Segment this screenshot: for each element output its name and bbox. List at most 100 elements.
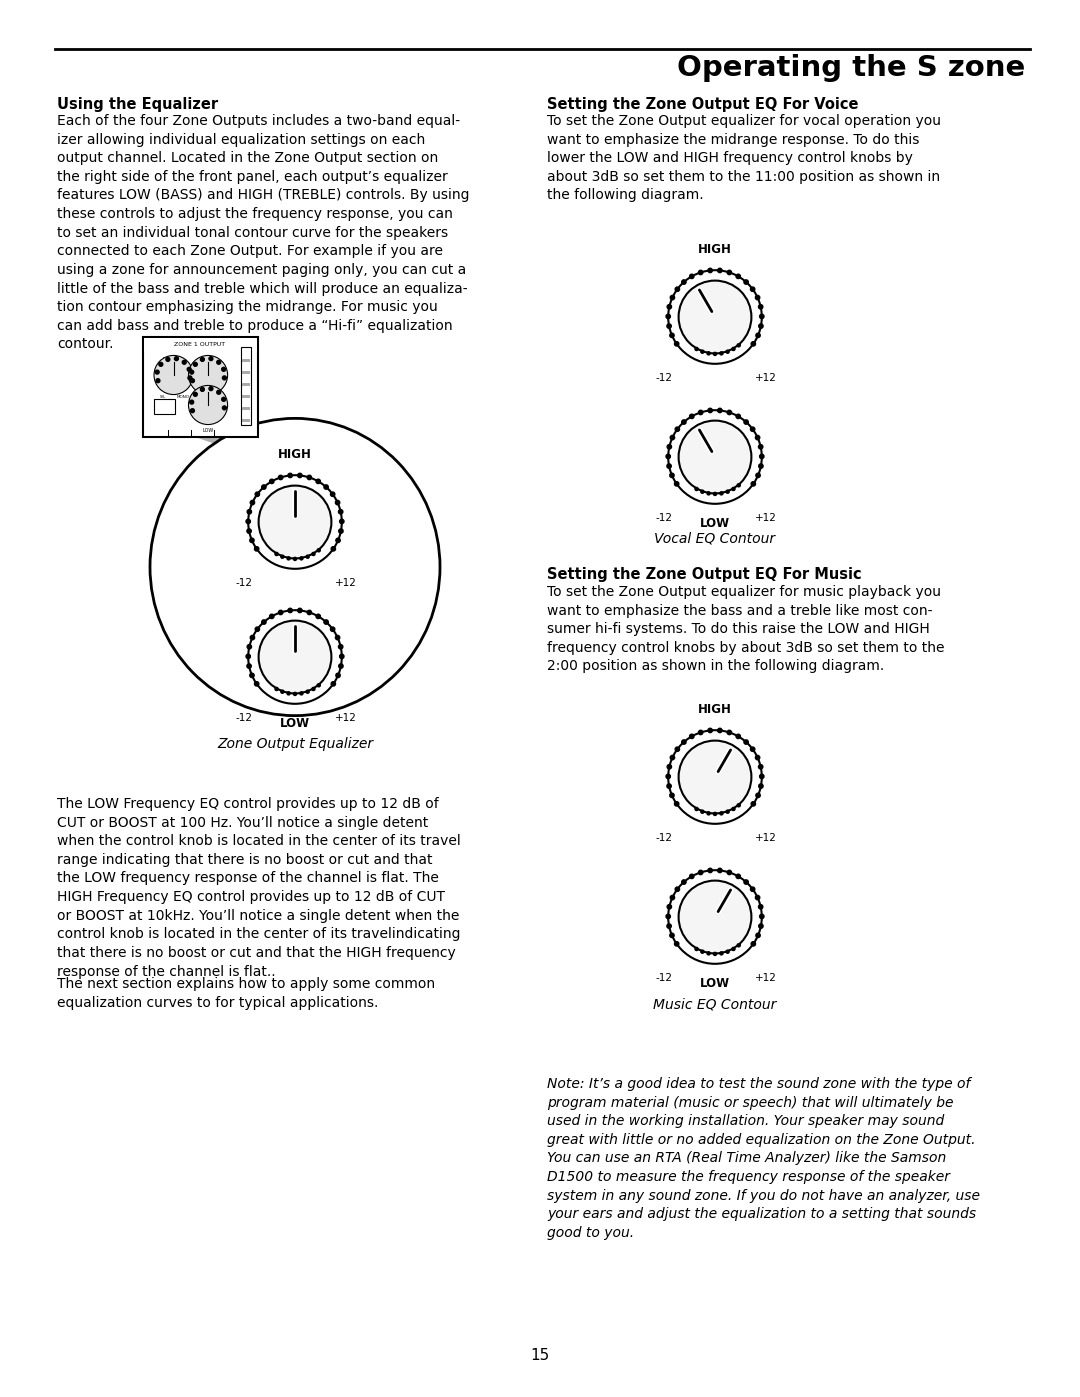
Circle shape (307, 610, 311, 615)
Circle shape (726, 490, 729, 493)
Circle shape (738, 803, 740, 807)
Circle shape (699, 731, 703, 735)
Circle shape (666, 914, 671, 919)
Circle shape (667, 444, 672, 448)
Circle shape (732, 807, 735, 810)
Circle shape (298, 474, 302, 478)
Circle shape (222, 407, 227, 409)
Circle shape (316, 479, 321, 483)
Circle shape (751, 887, 755, 891)
Circle shape (175, 356, 178, 360)
Circle shape (681, 279, 686, 284)
Circle shape (249, 673, 254, 678)
Circle shape (718, 268, 723, 272)
Circle shape (752, 482, 756, 486)
Circle shape (744, 880, 748, 884)
Circle shape (670, 474, 674, 478)
Circle shape (690, 735, 694, 739)
Bar (144, 338, 257, 351)
Circle shape (666, 454, 671, 458)
Ellipse shape (150, 418, 440, 715)
Circle shape (755, 756, 759, 760)
Circle shape (336, 636, 340, 640)
Text: VOLUME: VOLUME (163, 358, 184, 362)
Circle shape (247, 529, 252, 534)
Circle shape (671, 895, 675, 900)
Circle shape (671, 436, 675, 440)
Circle shape (701, 810, 704, 813)
Text: +12: +12 (335, 712, 356, 724)
Circle shape (708, 408, 713, 412)
Circle shape (678, 740, 752, 813)
Text: -12: -12 (656, 513, 673, 522)
Circle shape (758, 905, 762, 909)
Circle shape (258, 620, 332, 693)
Text: Using the Equalizer: Using the Equalizer (57, 96, 218, 112)
Circle shape (678, 420, 752, 493)
Circle shape (338, 644, 342, 650)
Circle shape (261, 620, 266, 624)
Circle shape (727, 270, 731, 275)
Circle shape (714, 352, 716, 355)
Circle shape (667, 324, 672, 328)
Circle shape (727, 411, 731, 415)
Circle shape (675, 942, 679, 946)
Circle shape (312, 552, 315, 556)
Text: -12: -12 (656, 373, 673, 383)
Circle shape (744, 740, 748, 745)
Circle shape (755, 895, 759, 900)
Circle shape (720, 492, 723, 495)
Circle shape (707, 492, 711, 495)
Circle shape (670, 332, 674, 338)
Circle shape (247, 510, 252, 514)
Text: HIGH: HIGH (698, 243, 732, 256)
Circle shape (189, 386, 228, 425)
Circle shape (338, 510, 342, 514)
Text: HIGH: HIGH (202, 358, 215, 362)
Bar (242, 395, 249, 398)
Circle shape (288, 474, 293, 478)
Circle shape (247, 664, 252, 668)
Circle shape (690, 414, 694, 419)
Circle shape (708, 869, 713, 873)
Circle shape (752, 942, 756, 946)
Circle shape (707, 812, 711, 814)
Circle shape (708, 728, 713, 732)
Circle shape (183, 360, 186, 365)
Text: -12: -12 (656, 974, 673, 983)
Circle shape (671, 295, 675, 300)
Circle shape (699, 270, 703, 275)
Circle shape (188, 376, 192, 380)
Text: Zone Output Equalizer: Zone Output Equalizer (217, 738, 373, 752)
Circle shape (696, 807, 698, 810)
Circle shape (336, 673, 340, 678)
Circle shape (159, 362, 163, 366)
Circle shape (300, 557, 303, 560)
Circle shape (201, 387, 204, 391)
Circle shape (696, 488, 698, 490)
Circle shape (294, 557, 297, 560)
Circle shape (671, 756, 675, 760)
Circle shape (759, 454, 764, 458)
Circle shape (667, 923, 672, 928)
Circle shape (681, 420, 686, 425)
Circle shape (707, 951, 711, 956)
Circle shape (737, 875, 741, 879)
Circle shape (744, 420, 748, 425)
Circle shape (312, 687, 315, 690)
Circle shape (752, 802, 756, 806)
Text: -12: -12 (235, 578, 253, 588)
Circle shape (201, 358, 204, 362)
Text: HIGH: HIGH (698, 703, 732, 715)
Circle shape (294, 693, 297, 696)
Text: -12: -12 (656, 833, 673, 844)
Bar (242, 383, 249, 386)
Bar (242, 359, 249, 362)
Text: The next section explains how to apply some common
equalization curves to for ty: The next section explains how to apply s… (57, 977, 435, 1010)
Circle shape (737, 735, 741, 739)
Circle shape (755, 295, 759, 300)
Circle shape (339, 664, 343, 668)
Circle shape (667, 464, 672, 468)
Text: Vocal EQ Contour: Vocal EQ Contour (654, 532, 775, 546)
Circle shape (726, 810, 729, 813)
